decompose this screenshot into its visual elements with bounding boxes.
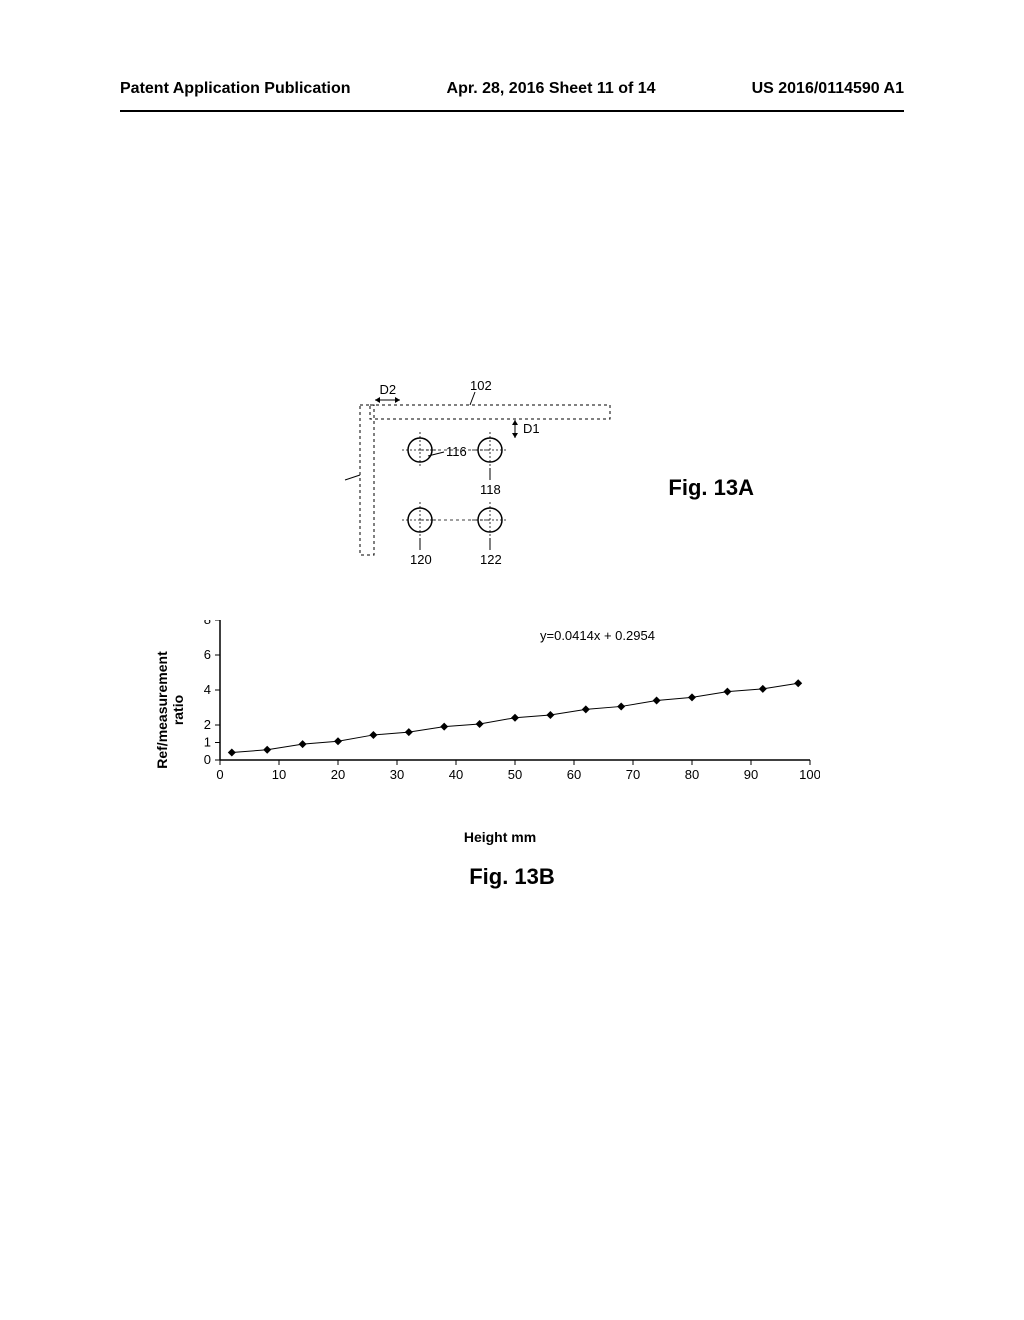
fig13b-svg: 0124680102030405060708090100 — [180, 620, 820, 800]
header-center: Apr. 28, 2016 Sheet 11 of 14 — [447, 80, 656, 98]
svg-text:10: 10 — [272, 767, 286, 782]
svg-text:100: 100 — [799, 767, 820, 782]
svg-text:40: 40 — [449, 767, 463, 782]
svg-text:70: 70 — [626, 767, 640, 782]
svg-text:8: 8 — [204, 620, 211, 627]
svg-text:116: 116 — [446, 444, 467, 459]
fig13a-diagram: D1D2102103116118120122 — [340, 380, 660, 560]
svg-text:120: 120 — [410, 552, 432, 567]
svg-text:0: 0 — [204, 752, 211, 767]
fig13b-chart: Ref/measurement ratio 012468010203040506… — [180, 620, 820, 800]
header-left: Patent Application Publication — [120, 80, 351, 98]
svg-text:20: 20 — [331, 767, 345, 782]
svg-text:0: 0 — [216, 767, 223, 782]
figure-13a: D1D2102103116118120122 Fig. 13A — [0, 380, 1024, 580]
chart-xlabel: Height mm — [464, 829, 536, 845]
header-right: US 2016/0114590 A1 — [752, 80, 904, 98]
svg-text:102: 102 — [470, 380, 492, 393]
chart-equation: y=0.0414x + 0.2954 — [540, 628, 655, 643]
chart-ylabel: Ref/measurement ratio — [154, 650, 186, 770]
svg-text:6: 6 — [204, 647, 211, 662]
svg-text:30: 30 — [390, 767, 404, 782]
svg-text:60: 60 — [567, 767, 581, 782]
svg-text:2: 2 — [204, 717, 211, 732]
fig13b-label: Fig. 13B — [469, 864, 555, 890]
svg-text:80: 80 — [685, 767, 699, 782]
page-header: Patent Application Publication Apr. 28, … — [0, 80, 1024, 98]
fig13a-svg: D1D2102103116118120122 — [340, 380, 660, 570]
svg-text:90: 90 — [744, 767, 758, 782]
svg-text:D2: D2 — [380, 382, 397, 397]
svg-text:1: 1 — [204, 735, 211, 750]
svg-text:50: 50 — [508, 767, 522, 782]
fig13a-label: Fig. 13A — [668, 475, 754, 501]
svg-text:4: 4 — [204, 682, 211, 697]
figure-13b: Ref/measurement ratio 012468010203040506… — [0, 620, 1024, 880]
svg-text:118: 118 — [480, 482, 501, 497]
svg-text:D1: D1 — [523, 421, 540, 436]
header-divider — [120, 110, 904, 112]
svg-text:122: 122 — [480, 552, 502, 567]
